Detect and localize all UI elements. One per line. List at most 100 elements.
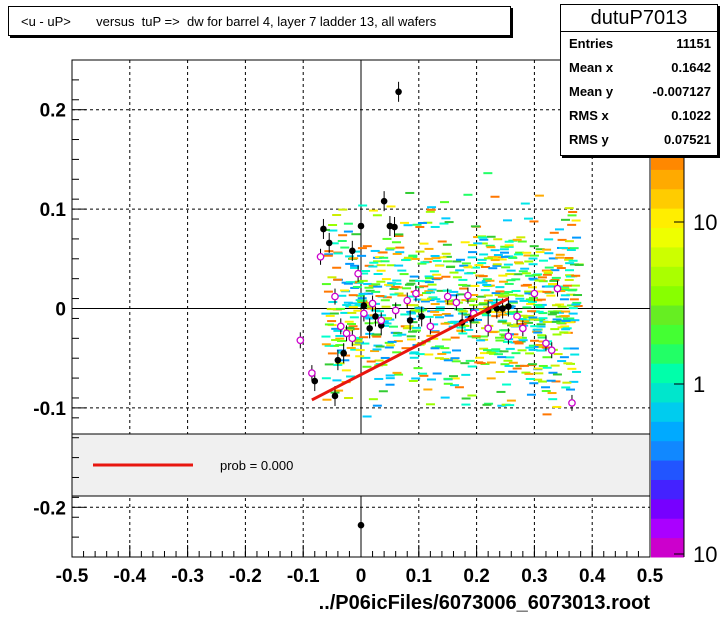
histogram-cell: [524, 372, 534, 375]
histogram-cell: [565, 262, 575, 265]
histogram-cell: [491, 348, 501, 351]
data-point-magenta: [360, 309, 368, 318]
histogram-cell: [561, 319, 571, 322]
histogram-cell: [409, 352, 419, 355]
histogram-cell: [324, 344, 334, 347]
histogram-cell: [534, 310, 544, 313]
histogram-cell: [419, 374, 429, 377]
histogram-cell: [547, 283, 557, 286]
histogram-cell: [471, 266, 481, 269]
histogram-cell: [386, 247, 396, 250]
histogram-cell: [522, 306, 532, 309]
histogram-cell: [497, 258, 507, 261]
histogram-cell: [332, 379, 342, 382]
histogram-cell: [560, 294, 570, 297]
histogram-cell: [479, 352, 489, 355]
histogram-cell: [572, 301, 582, 304]
histogram-cell: [328, 229, 338, 232]
histogram-cell: [502, 340, 512, 343]
histogram-cell: [465, 359, 475, 362]
histogram-cell: [434, 357, 444, 360]
histogram-cell: [491, 350, 501, 353]
histogram-cell: [497, 356, 507, 359]
histogram-cell: [518, 314, 528, 317]
histogram-cell: [562, 284, 572, 287]
histogram-cell: [349, 316, 359, 319]
histogram-cell: [413, 367, 423, 370]
histogram-cell: [476, 362, 486, 365]
histogram-cell: [406, 335, 416, 338]
stats-value: 0.1642: [671, 60, 711, 75]
histogram-cell: [335, 335, 345, 338]
histogram-cell: [565, 274, 575, 277]
colorbar-segment: [651, 479, 684, 500]
histogram-cell: [341, 369, 351, 372]
histogram-cell: [550, 364, 560, 367]
histogram-cell: [534, 279, 544, 282]
histogram-cell: [525, 298, 535, 301]
data-point-black: [372, 313, 379, 320]
histogram-cell: [394, 373, 404, 376]
histogram-cell: [561, 328, 571, 331]
histogram-cell: [473, 242, 483, 245]
histogram-cell: [409, 356, 419, 359]
histogram-cell: [529, 220, 539, 223]
histogram-cell: [499, 333, 509, 336]
histogram-cell: [508, 300, 518, 303]
histogram-cell: [511, 352, 521, 355]
colorbar-tick-label: 1: [693, 372, 705, 397]
histogram-cell: [538, 317, 548, 320]
histogram-cell: [561, 310, 571, 313]
histogram-cell: [525, 315, 535, 318]
histogram-cell: [373, 260, 383, 263]
histogram-cell: [515, 251, 525, 254]
data-point-black: [320, 225, 327, 233]
histogram-cell: [392, 371, 402, 374]
histogram-cell: [432, 372, 442, 375]
histogram-cell: [394, 233, 404, 236]
histogram-cell: [458, 283, 468, 286]
histogram-cell: [541, 386, 551, 389]
histogram-cell: [478, 312, 488, 315]
histogram-cell: [513, 253, 523, 256]
histogram-cell: [370, 350, 380, 353]
histogram-cell: [564, 279, 574, 282]
histogram-cell: [559, 356, 569, 359]
histogram-cell: [347, 311, 357, 314]
histogram-cell: [334, 389, 344, 392]
histogram-cell: [404, 325, 414, 328]
histogram-cell: [483, 257, 493, 260]
histogram-cell: [440, 357, 450, 360]
histogram-cell: [572, 370, 582, 373]
histogram-cell: [535, 248, 545, 251]
histogram-cell: [553, 264, 563, 267]
histogram-cell: [376, 280, 386, 283]
histogram-cell: [511, 278, 521, 281]
histogram-cell: [423, 388, 433, 391]
histogram-cell: [380, 260, 390, 263]
histogram-cell: [411, 377, 421, 380]
histogram-cell: [408, 254, 418, 257]
histogram-cell: [513, 310, 523, 313]
histogram-cell: [525, 377, 535, 380]
histogram-cell: [519, 299, 529, 302]
histogram-cell: [375, 295, 385, 298]
histogram-cell: [424, 275, 434, 278]
histogram-cell: [479, 253, 489, 256]
colorbar-segment: [651, 382, 684, 403]
y-tick-label: 0: [55, 300, 66, 321]
histogram-cell: [476, 295, 486, 298]
histogram-cell: [332, 266, 342, 269]
histogram-cell: [502, 383, 512, 386]
histogram-cell: [508, 301, 518, 304]
histogram-cell: [538, 312, 548, 315]
histogram-cell: [481, 314, 491, 317]
histogram-cell: [551, 380, 561, 383]
histogram-cell: [441, 338, 451, 341]
histogram-cell: [495, 370, 505, 373]
histogram-cell: [542, 356, 552, 359]
histogram-cell: [559, 331, 569, 334]
histogram-cell: [352, 286, 362, 289]
histogram-cell: [563, 347, 573, 350]
histogram-cell: [371, 283, 381, 286]
